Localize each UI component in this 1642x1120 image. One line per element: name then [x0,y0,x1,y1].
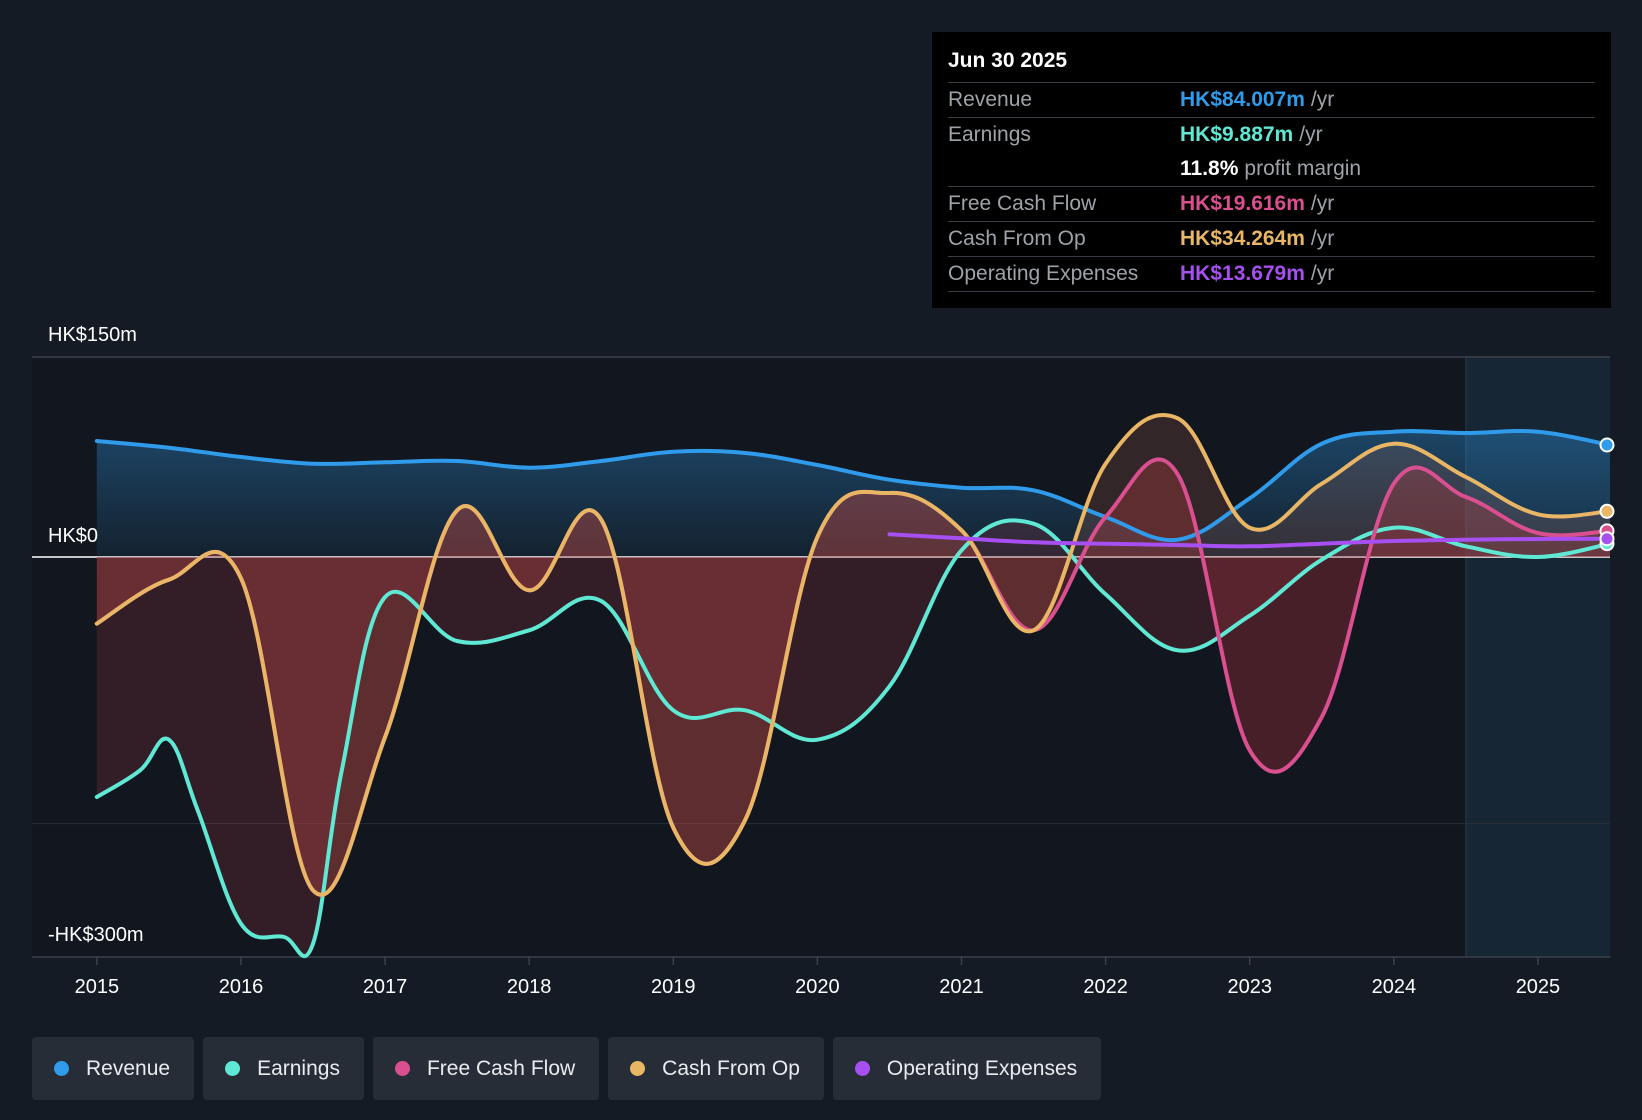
legend-item-operating-expenses[interactable]: Operating Expenses [832,1037,1102,1100]
legend: Revenue Earnings Free Cash Flow Cash From O… [32,1037,1102,1100]
tooltip-row: Operating Expenses HK$13.679m/yr [948,257,1595,292]
tooltip-row-unit: /yr [1310,88,1335,111]
tooltip-row: Revenue HK$84.007m/yr [948,83,1595,118]
cash-from-op-area [96,414,1610,895]
legend-dot-icon [225,1061,241,1076]
free-cash-flow-area [96,459,1610,895]
tooltip-row-unit: /yr [1310,227,1335,250]
series-lines [94,412,1612,959]
legend-label: Operating Expenses [886,1056,1078,1080]
x-tick-label: 2020 [795,976,840,998]
x-tick-label: 2021 [939,976,984,998]
tooltip-row-unit: /yr [1299,123,1323,146]
earnings-line [94,518,1612,959]
tooltip-date: Jun 30 2025 [948,46,1595,83]
tooltip-row-value: 11.8% [1180,157,1239,180]
legend-dot-icon [630,1061,646,1076]
tooltip-row-value: HK$9.887m [1180,123,1294,146]
tooltip-row-label: Cash From Op [948,227,1086,250]
tooltip-row: Earnings HK$9.887m/yr [948,118,1595,152]
revenue-end-marker [1599,437,1615,453]
tooltip-row-value: HK$34.264m [1180,227,1305,250]
x-tick-label: 2023 [1227,976,1272,998]
tooltip-row-value: HK$13.679m [1180,262,1305,285]
tooltip-row-unit: /yr [1310,192,1335,215]
x-tick-label: 2015 [75,976,120,998]
x-tick-label: 2024 [1372,976,1417,998]
y-tick-label: HK$0 [48,525,98,547]
tooltip-panel: Jun 30 2025 Revenue HK$84.007m/yr Earnings… [932,32,1611,308]
legend-item-free-cash-flow[interactable]: Free Cash Flow [372,1037,600,1100]
legend-item-revenue[interactable]: Revenue [32,1037,195,1100]
legend-item-cash-from-op[interactable]: Cash From Op [608,1037,824,1100]
cash-from-op-end-marker [1599,503,1615,519]
cash-from-op-line [94,412,1612,897]
earnings-area [96,520,1610,957]
tooltip-row-label [948,152,1180,186]
x-tick-label: 2019 [651,976,696,998]
tooltip-row-label: Revenue [948,88,1033,111]
tooltip-row-label: Free Cash Flow [948,192,1097,215]
legend-label: Cash From Op [662,1056,800,1080]
axis-labels: HK$150m HK$0 -HK$300m 2015 2016 2017 2018 2019 2… [48,324,1560,998]
x-tick-label: 2018 [507,976,552,998]
x-tick-label: 2016 [219,976,264,998]
legend-dot-icon [394,1061,410,1076]
tooltip-row: Cash From Op HK$34.264m/yr [948,222,1595,257]
legend-dot-icon [854,1061,870,1076]
operating-expenses-line [887,532,1612,549]
end-markers [1599,437,1615,552]
tooltip-row-unit: /yr [1310,262,1335,285]
tooltip-row-value: HK$19.616m [1180,192,1305,215]
legend-dot-icon [54,1061,69,1076]
y-tick-label: -HK$300m [48,924,144,946]
tooltip-row: 11.8% profit margin [948,152,1595,187]
x-tick-label: 2017 [363,976,408,998]
legend-label: Revenue [86,1056,171,1080]
x-tick-label: 2025 [1516,976,1561,998]
tooltip-row: Free Cash Flow HK$19.616m/yr [948,187,1595,222]
legend-label: Free Cash Flow [426,1056,576,1080]
revenue-line [94,428,1612,543]
tooltip-row-label: Operating Expenses [948,262,1139,285]
y-tick-label: HK$150m [48,324,137,346]
legend-item-earnings[interactable]: Earnings [203,1037,364,1100]
tooltip-row-value: HK$84.007m [1180,88,1305,111]
tooltip-row-label: Earnings [948,123,1031,146]
tooltip-row-unit: profit margin [1244,157,1362,180]
operating-expenses-end-marker [1599,531,1615,547]
x-tick-label: 2022 [1083,976,1128,998]
legend-label: Earnings [257,1056,340,1080]
